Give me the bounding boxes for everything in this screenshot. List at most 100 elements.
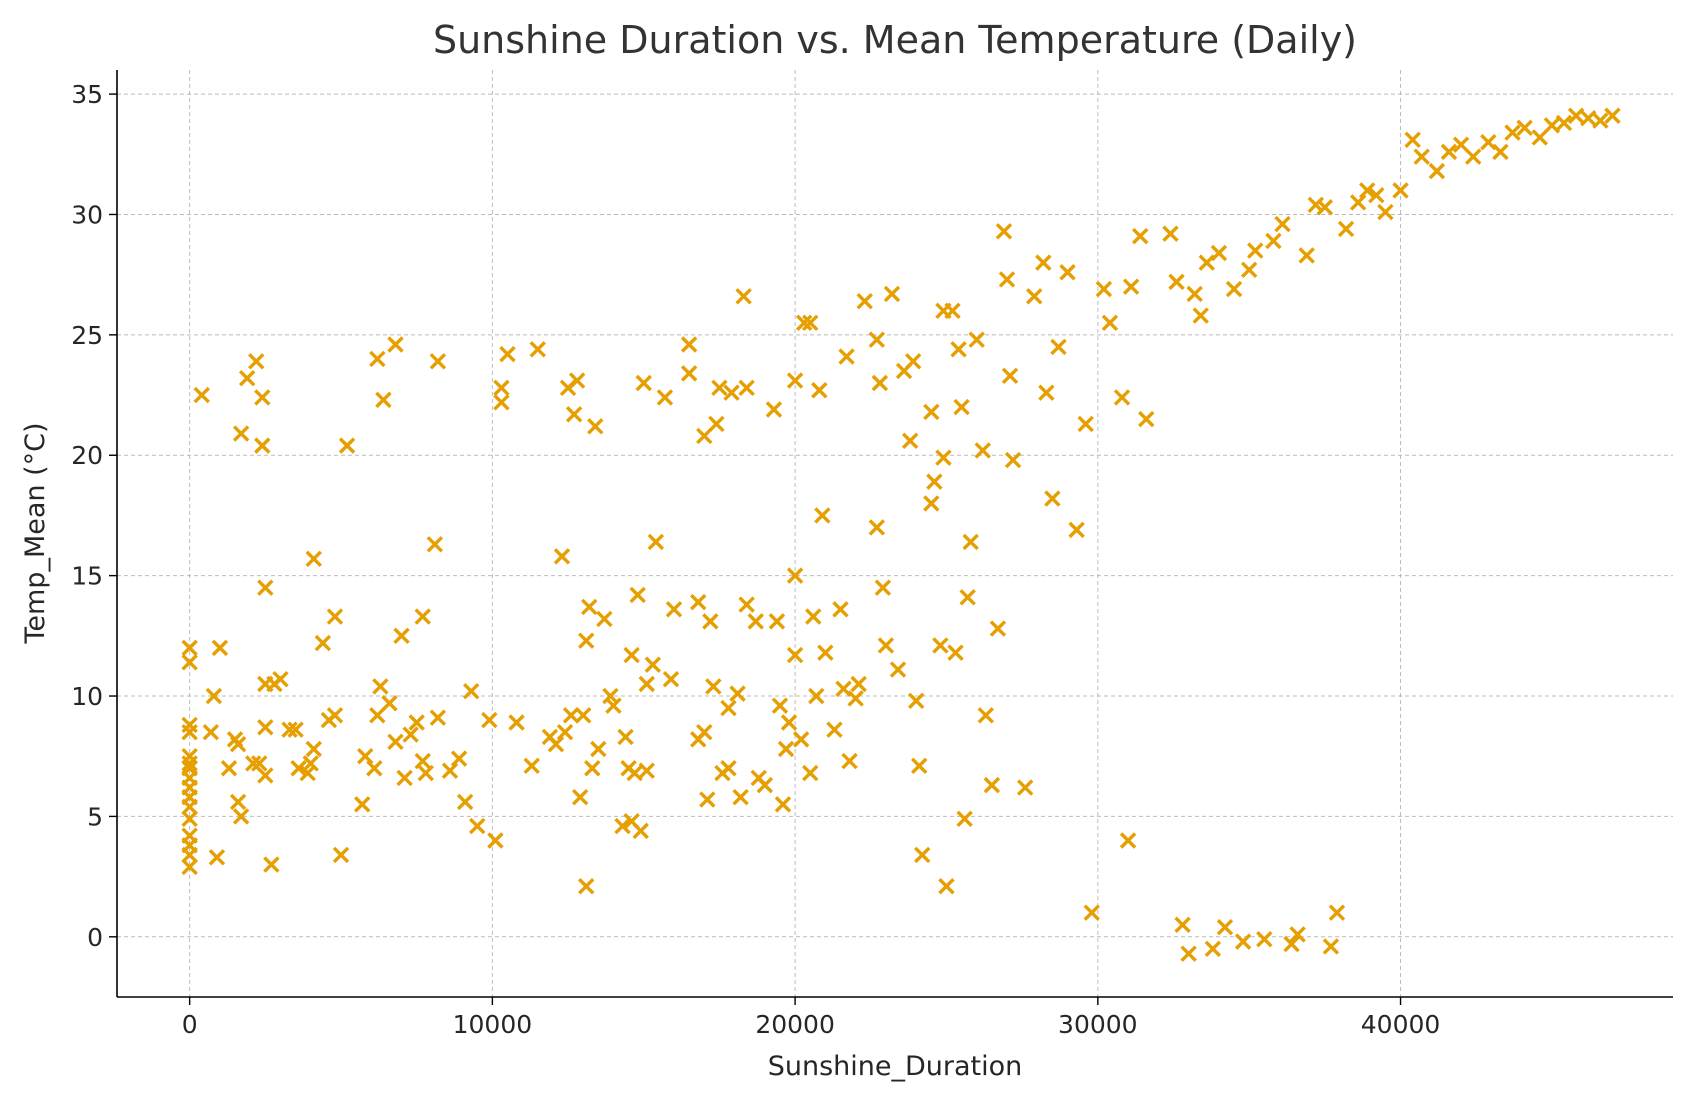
data-point: [314, 634, 332, 652]
data-point: [1077, 415, 1094, 433]
data-point: [375, 391, 392, 409]
data-point: [232, 425, 250, 442]
data-point: [1337, 220, 1355, 238]
data-point: [181, 723, 198, 741]
data-point: [696, 427, 713, 445]
data-point: [1083, 904, 1100, 921]
data-point: [1247, 242, 1264, 259]
data-point: [254, 389, 271, 406]
data-point: [245, 755, 262, 772]
data-point: [735, 288, 752, 305]
data-point: [738, 596, 755, 613]
data-point: [699, 791, 716, 808]
data-point: [871, 374, 889, 392]
data-point: [705, 678, 722, 695]
data-point: [456, 793, 474, 811]
data-point: [181, 858, 198, 876]
data-point: [499, 345, 516, 363]
data-point: [523, 757, 540, 775]
data-point: [1328, 904, 1346, 921]
data-point: [1132, 227, 1149, 245]
data-point: [556, 723, 574, 741]
y-tick-label: 15: [71, 562, 103, 591]
data-point: [1322, 938, 1340, 955]
data-point: [590, 740, 607, 758]
data-point: [811, 382, 828, 399]
data-point: [257, 719, 274, 736]
ticks-layer: 0 10000 20000 30000 40000 0 5 10 15 20 25 30 35: [71, 80, 1440, 1039]
data-point: [181, 755, 198, 772]
data-point: [632, 822, 649, 840]
data-point: [711, 379, 728, 397]
data-point: [1234, 933, 1252, 950]
data-point: [574, 707, 592, 724]
data-point: [1298, 247, 1315, 264]
data-point: [1543, 117, 1561, 134]
data-point: [1452, 136, 1470, 153]
data-point: [469, 817, 486, 835]
data-point: [868, 331, 886, 348]
data-point: [202, 723, 220, 741]
data-point: [396, 769, 413, 787]
data-point: [680, 336, 698, 353]
data-point: [956, 810, 973, 828]
data-point: [1413, 148, 1430, 165]
data-point: [208, 849, 226, 866]
data-point: [802, 764, 819, 782]
data-point: [487, 832, 504, 849]
grid-layer: [117, 70, 1673, 997]
data-point: [366, 760, 383, 777]
data-point: [1204, 940, 1222, 958]
data-point: [393, 627, 410, 645]
data-point: [938, 878, 955, 895]
data-point: [1580, 109, 1597, 127]
data-point: [935, 449, 952, 466]
data-point: [305, 550, 322, 567]
data-point: [874, 579, 892, 596]
x-axis-label: Sunshine_Duration: [768, 1051, 1023, 1082]
data-point: [257, 579, 274, 596]
data-point: [257, 767, 274, 784]
data-point: [814, 507, 831, 524]
data-point: [414, 752, 431, 770]
chart-title: Sunshine Duration vs. Mean Temperature (…: [433, 18, 1357, 62]
data-point: [1095, 280, 1113, 298]
data-point: [263, 856, 280, 873]
data-point: [904, 353, 922, 370]
data-point: [338, 437, 356, 454]
data-point: [1256, 931, 1273, 948]
data-point: [868, 519, 886, 536]
data-point: [901, 432, 919, 450]
data-point: [1101, 314, 1119, 332]
data-point: [248, 353, 265, 370]
data-point: [568, 372, 586, 389]
data-point: [1198, 254, 1216, 271]
data-point: [786, 567, 804, 584]
data-point: [802, 314, 819, 332]
data-point: [1377, 203, 1394, 221]
data-point: [780, 714, 798, 731]
data-point: [602, 687, 619, 705]
data-point: [1038, 384, 1055, 401]
data-point: [932, 637, 949, 654]
data-point: [723, 384, 740, 401]
data-point: [578, 878, 595, 895]
data-point: [808, 687, 825, 705]
data-point: [181, 639, 198, 657]
data-point: [647, 533, 665, 551]
y-tick-label: 0: [87, 923, 103, 952]
data-point: [665, 601, 683, 618]
data-point: [181, 846, 198, 864]
data-point: [856, 292, 873, 310]
data-point: [1119, 832, 1137, 849]
data-point: [529, 341, 546, 358]
data-point: [777, 740, 795, 758]
data-point: [272, 670, 289, 688]
data-point: [493, 394, 510, 411]
data-point: [251, 755, 268, 772]
data-point: [644, 656, 662, 673]
data-point: [638, 675, 655, 693]
data-point: [696, 723, 713, 741]
data-point: [372, 678, 389, 695]
data-point: [950, 341, 967, 358]
